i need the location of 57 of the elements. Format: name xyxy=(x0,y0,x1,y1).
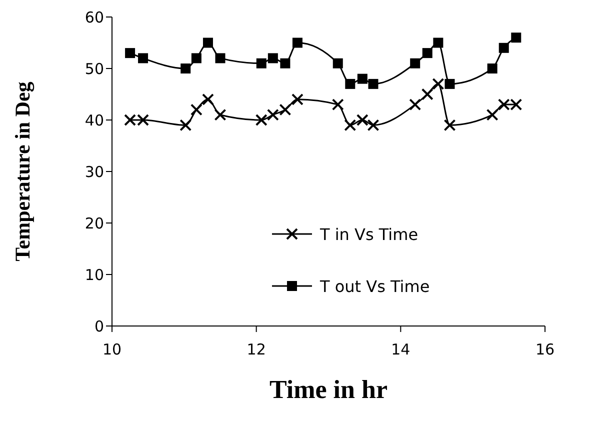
point xyxy=(138,53,148,64)
point xyxy=(268,53,278,64)
point xyxy=(410,58,420,68)
point xyxy=(432,78,444,90)
point xyxy=(367,119,380,132)
point xyxy=(409,98,422,111)
y-axis-title: Temperature in Deg xyxy=(10,81,34,262)
point xyxy=(433,38,444,48)
point xyxy=(215,53,226,64)
point xyxy=(191,53,202,64)
x-tick-label: 12 xyxy=(246,340,266,359)
point xyxy=(125,48,136,58)
point xyxy=(444,78,455,89)
point xyxy=(180,64,191,74)
point xyxy=(266,108,279,121)
x-tick-label: 10 xyxy=(102,340,122,359)
point xyxy=(137,114,150,126)
y-tick-label: 0 xyxy=(94,317,104,336)
point xyxy=(280,58,290,68)
point xyxy=(356,114,368,126)
point xyxy=(214,108,226,121)
y-tick-label: 40 xyxy=(84,111,104,130)
point xyxy=(344,119,356,132)
point xyxy=(279,104,292,116)
point xyxy=(190,104,202,116)
point xyxy=(444,119,456,132)
point xyxy=(345,78,356,89)
y-tick-label: 10 xyxy=(84,266,104,284)
point xyxy=(498,42,509,53)
point xyxy=(511,32,522,43)
point xyxy=(124,114,136,126)
point xyxy=(357,74,368,84)
legend-label: T in Vs Time xyxy=(320,224,418,244)
point xyxy=(180,119,192,132)
point xyxy=(256,58,266,68)
point xyxy=(332,98,344,111)
y-tick-label: 30 xyxy=(84,162,104,181)
point xyxy=(368,78,378,89)
legend-label: T out Vs Time xyxy=(320,276,430,296)
point xyxy=(422,48,432,58)
point xyxy=(498,98,510,111)
x-tick-label: 16 xyxy=(535,340,555,359)
point xyxy=(255,114,268,126)
point xyxy=(202,93,214,106)
point xyxy=(332,58,343,68)
point xyxy=(292,38,302,48)
y-tick-label: 50 xyxy=(84,60,104,78)
point xyxy=(510,98,522,111)
point xyxy=(421,88,434,100)
x-tick-label: 14 xyxy=(391,340,410,359)
point xyxy=(486,108,498,121)
y-tick-label: 20 xyxy=(84,214,104,232)
x-axis-title: Time in hr xyxy=(270,375,388,404)
point xyxy=(487,64,498,74)
point xyxy=(291,93,304,106)
y-tick-label: 60 xyxy=(84,8,104,26)
point xyxy=(202,38,213,48)
